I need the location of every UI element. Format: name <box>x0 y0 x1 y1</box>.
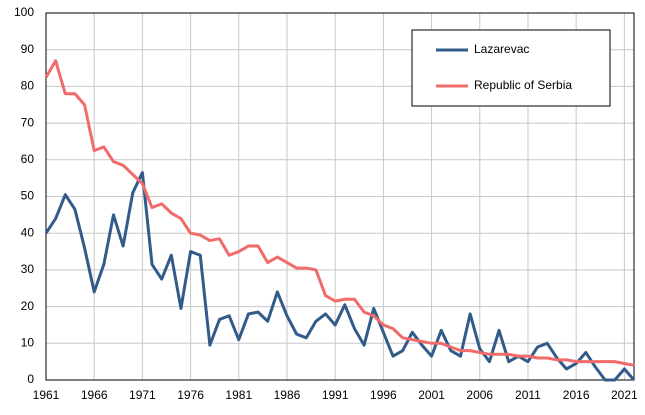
series-line <box>44 171 636 382</box>
x-tick-label: 1981 <box>225 388 252 402</box>
y-tick-label: 30 <box>21 262 35 276</box>
y-tick-label: 40 <box>21 225 35 239</box>
x-tick-label: 1996 <box>370 388 397 402</box>
legend-box <box>411 29 611 107</box>
y-tick-label: 20 <box>21 299 35 313</box>
x-tick-label: 1991 <box>322 388 349 402</box>
y-tick-label: 70 <box>21 115 35 129</box>
plot-frame <box>45 12 635 381</box>
legend-label: Lazarevac <box>474 42 529 56</box>
y-tick-label: 10 <box>21 335 35 349</box>
y-tick-label: 0 <box>27 372 34 386</box>
x-tick-label: 2016 <box>563 388 590 402</box>
x-tick-label: 1986 <box>274 388 301 402</box>
x-tick-label: 2021 <box>611 388 638 402</box>
y-tick-label: 80 <box>21 79 35 93</box>
x-tick-label: 2011 <box>515 388 541 402</box>
y-tick-label: 60 <box>21 152 35 166</box>
x-tick-label: 2006 <box>466 388 493 402</box>
series-line <box>44 59 635 367</box>
y-tick-label: 100 <box>14 5 34 19</box>
legend-label: Republic of Serbia <box>474 78 572 92</box>
x-tick-label: 1966 <box>81 388 108 402</box>
y-tick-label: 90 <box>21 42 35 56</box>
x-tick-label: 1961 <box>33 388 60 402</box>
x-tick-label: 1971 <box>129 388 156 402</box>
y-tick-label: 50 <box>21 189 35 203</box>
x-tick-label: 2001 <box>418 388 445 402</box>
x-tick-label: 1976 <box>177 388 204 402</box>
